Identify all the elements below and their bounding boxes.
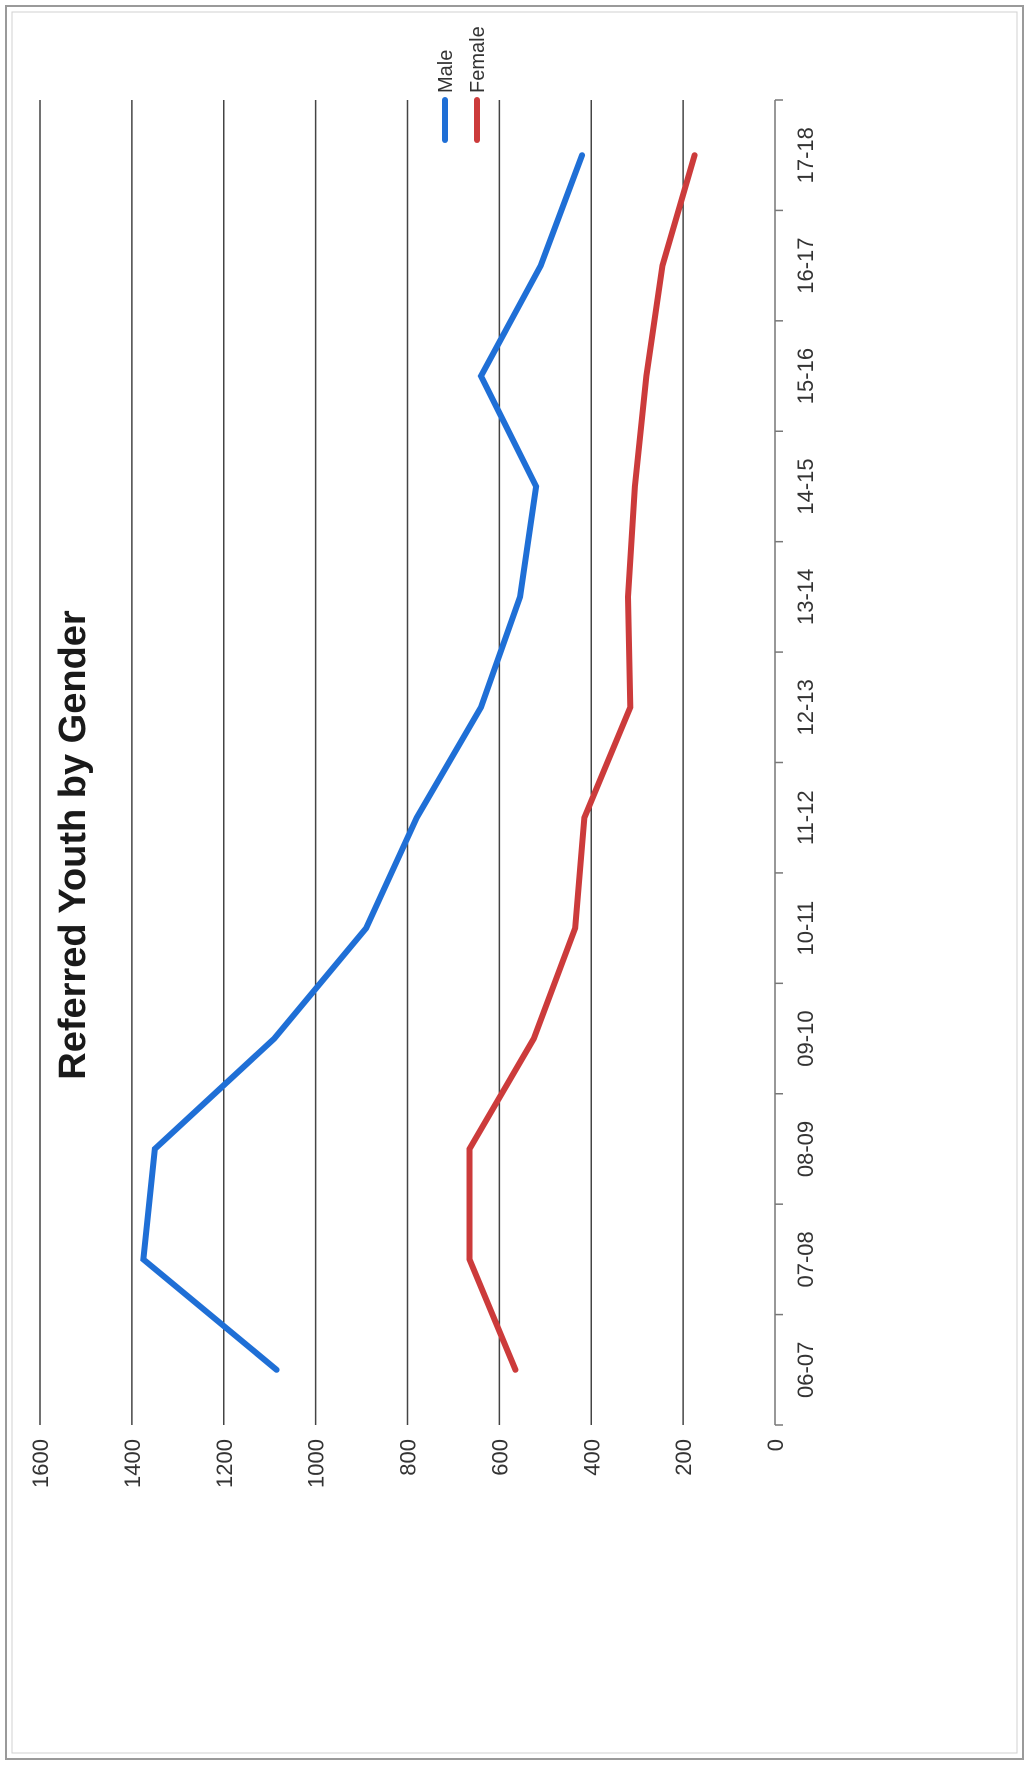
chart-inner-border — [11, 11, 1018, 1754]
axes — [774, 99, 783, 1426]
y-tick-label: 1200 — [212, 1439, 237, 1488]
x-tick-label: 06-07 — [793, 1342, 818, 1398]
y-tick-label: 1600 — [28, 1439, 53, 1488]
y-tick-label: 800 — [396, 1439, 421, 1476]
y-tick-label: 600 — [487, 1439, 512, 1476]
x-tick-label: 09-10 — [793, 1010, 818, 1066]
gridlines — [39, 100, 684, 1425]
legend: Male Female — [435, 26, 489, 143]
x-tick-label: 15-16 — [793, 348, 818, 404]
x-tick-label: 07-08 — [793, 1231, 818, 1287]
chart-border — [5, 5, 1024, 1760]
legend-label-female: Female — [467, 26, 489, 93]
x-tick-label: 12-13 — [793, 679, 818, 735]
series-lines — [140, 152, 698, 1373]
tick-labels: 0 200 400 600 800 1000 1200 1400 1600 06-07 07-08 0… — [28, 127, 818, 1488]
x-tick-label: 14-15 — [793, 458, 818, 514]
series-line-male — [140, 152, 586, 1373]
y-tick-label: 1000 — [304, 1439, 329, 1488]
chart-rotated: 0 200 400 600 800 1000 1200 1400 1600 06-07 07-08 0… — [28, 26, 818, 1488]
x-tick-label: 10-11 — [793, 901, 818, 956]
legend-label-male: Male — [435, 50, 457, 93]
y-tick-label: 400 — [579, 1439, 604, 1476]
x-tick-label: 11-12 — [793, 790, 818, 845]
y-tick-label: 200 — [671, 1439, 696, 1476]
x-tick-label: 08-09 — [793, 1121, 818, 1177]
chart-title: Referred Youth by Gender — [52, 610, 94, 1080]
y-tick-label: 0 — [763, 1439, 788, 1451]
y-tick-label: 1400 — [120, 1439, 145, 1488]
x-tick-label: 17-18 — [793, 127, 818, 183]
x-tick-label: 13-14 — [793, 569, 818, 625]
x-tick-label: 16-17 — [793, 237, 818, 293]
series-line-female — [466, 152, 698, 1373]
